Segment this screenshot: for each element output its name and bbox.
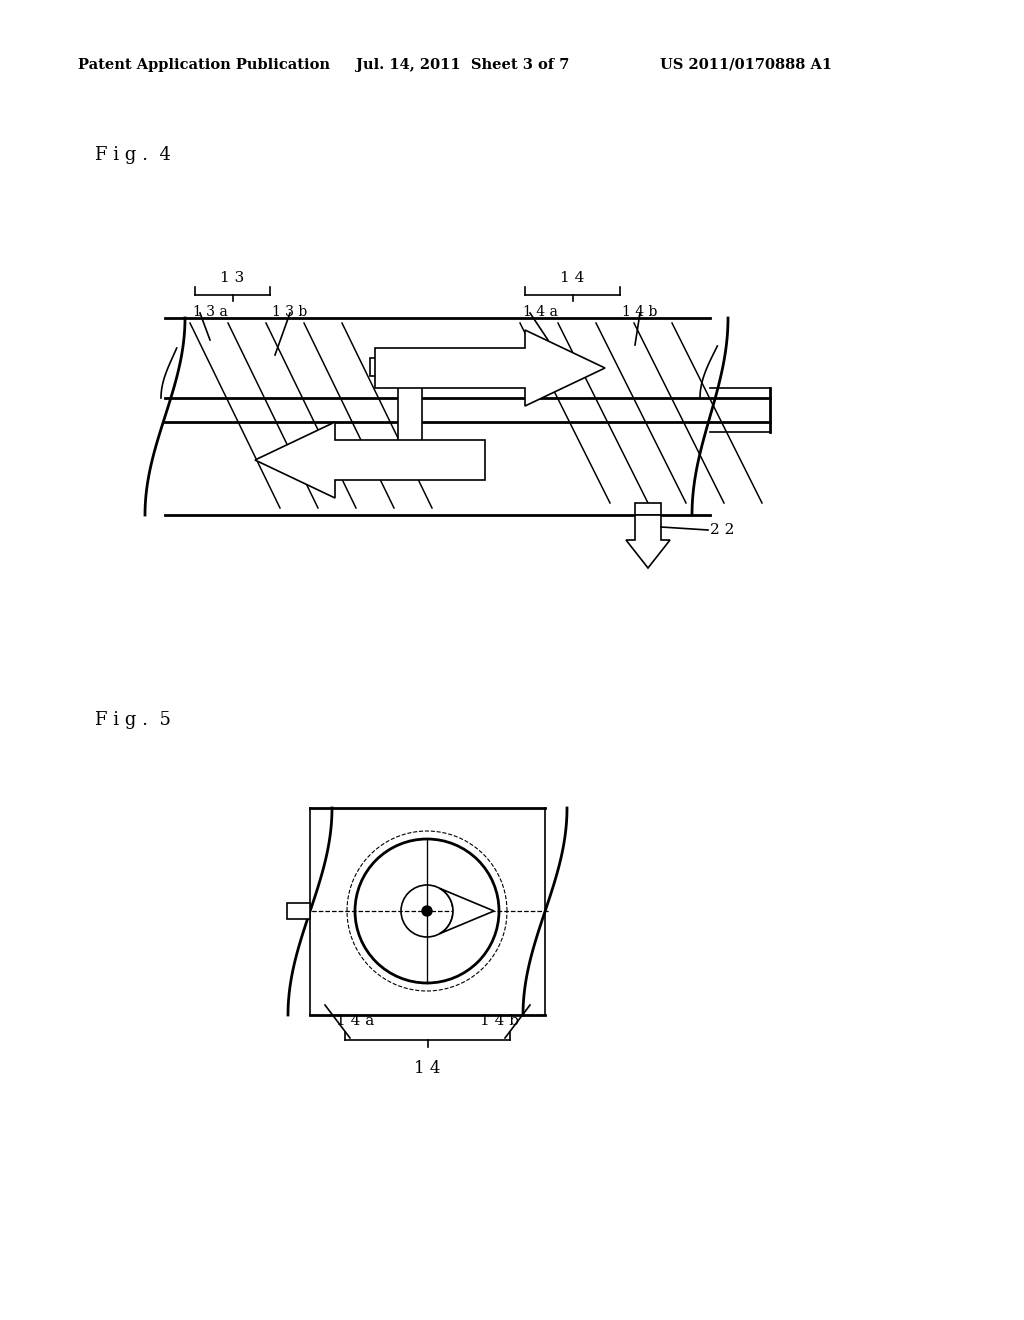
Polygon shape — [255, 422, 485, 498]
Bar — [287, 903, 310, 919]
Text: F i g .  4: F i g . 4 — [95, 147, 171, 164]
Bar — [398, 376, 422, 457]
Text: 1 3: 1 3 — [220, 271, 245, 285]
Text: Patent Application Publication: Patent Application Publication — [78, 58, 330, 73]
Text: Jul. 14, 2011  Sheet 3 of 7: Jul. 14, 2011 Sheet 3 of 7 — [356, 58, 569, 73]
Polygon shape — [375, 330, 605, 407]
Text: 2 2: 2 2 — [710, 523, 734, 537]
Text: 1 4 a: 1 4 a — [336, 1014, 374, 1028]
Text: F i g .  5: F i g . 5 — [95, 711, 171, 729]
Text: US 2011/0170888 A1: US 2011/0170888 A1 — [660, 58, 833, 73]
Text: 1 4: 1 4 — [415, 1060, 440, 1077]
Circle shape — [422, 906, 432, 916]
Text: 1 3 a: 1 3 a — [193, 305, 227, 319]
Bar — [635, 503, 662, 515]
Polygon shape — [440, 888, 494, 933]
Bar — [370, 358, 450, 376]
Text: 1 4 a: 1 4 a — [523, 305, 558, 319]
Text: 1 3 b: 1 3 b — [272, 305, 307, 319]
Text: 1 4 b: 1 4 b — [622, 305, 657, 319]
Polygon shape — [626, 515, 670, 568]
Bar — [370, 457, 450, 475]
Text: 1 4 b: 1 4 b — [480, 1014, 519, 1028]
Text: 1 4: 1 4 — [560, 271, 585, 285]
